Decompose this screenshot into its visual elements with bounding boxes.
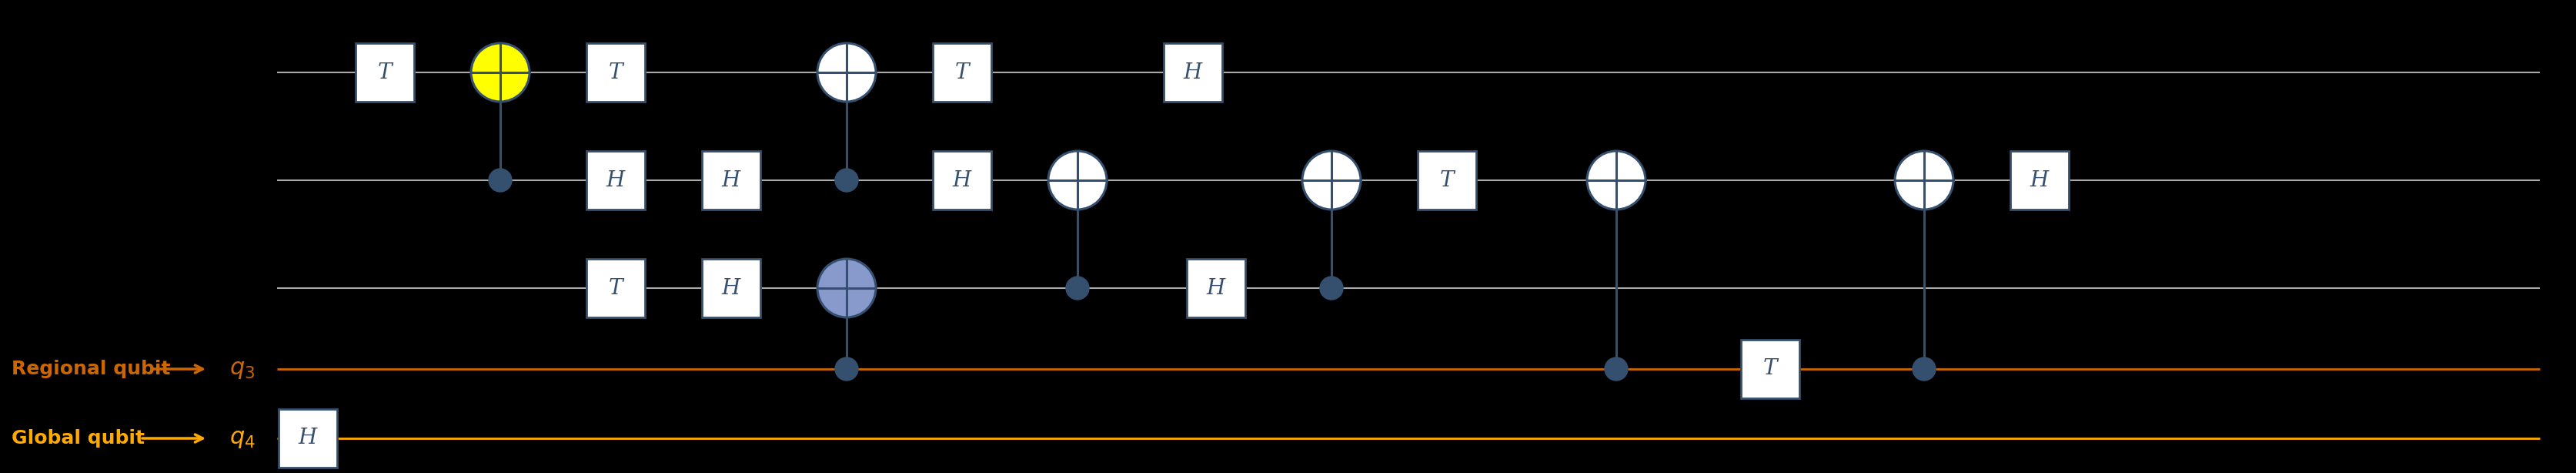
- Text: T: T: [608, 62, 623, 83]
- Text: H: H: [2030, 170, 2048, 191]
- Circle shape: [1896, 151, 1953, 210]
- Text: $\mathit{q}_3$: $\mathit{q}_3$: [229, 358, 255, 380]
- Circle shape: [1587, 151, 1646, 210]
- Circle shape: [1303, 151, 1360, 210]
- Text: H: H: [1182, 62, 1203, 83]
- Bar: [1741, 340, 1801, 398]
- Text: H: H: [721, 278, 739, 298]
- Circle shape: [1066, 277, 1090, 300]
- Bar: [1417, 151, 1476, 210]
- Circle shape: [817, 43, 876, 102]
- Circle shape: [1048, 151, 1108, 210]
- Bar: [933, 151, 992, 210]
- Bar: [355, 43, 415, 102]
- Text: T: T: [1762, 359, 1777, 379]
- Circle shape: [1319, 277, 1342, 300]
- Bar: [1188, 259, 1244, 317]
- Text: Global qubit: Global qubit: [10, 429, 144, 447]
- Circle shape: [817, 259, 876, 317]
- Circle shape: [835, 169, 858, 192]
- Text: H: H: [721, 170, 739, 191]
- Text: H: H: [953, 170, 971, 191]
- Bar: [587, 151, 644, 210]
- Text: $\mathit{q}_4$: $\mathit{q}_4$: [229, 427, 255, 449]
- Bar: [587, 43, 644, 102]
- Bar: [701, 151, 760, 210]
- Text: H: H: [299, 428, 317, 449]
- Text: Regional qubit: Regional qubit: [10, 360, 170, 378]
- Bar: [701, 259, 760, 317]
- Text: T: T: [956, 62, 969, 83]
- Text: T: T: [1440, 170, 1453, 191]
- Circle shape: [835, 358, 858, 381]
- Circle shape: [489, 169, 513, 192]
- Circle shape: [1911, 358, 1935, 381]
- Text: T: T: [608, 278, 623, 298]
- Circle shape: [471, 43, 531, 102]
- Bar: [587, 259, 644, 317]
- Text: T: T: [379, 62, 392, 83]
- Bar: [933, 43, 992, 102]
- Text: H: H: [1206, 278, 1226, 298]
- Bar: [1164, 43, 1221, 102]
- Bar: [2009, 151, 2069, 210]
- Text: H: H: [605, 170, 626, 191]
- Bar: [278, 409, 337, 468]
- Circle shape: [1605, 358, 1628, 381]
